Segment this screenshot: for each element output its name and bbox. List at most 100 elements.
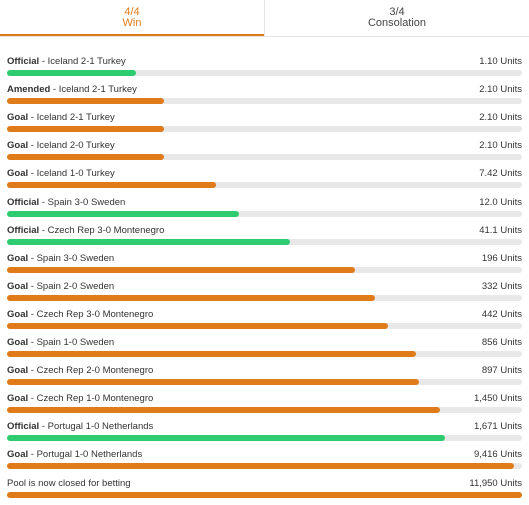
bet-kind: Goal xyxy=(7,252,29,264)
bet-amount: 442 Units xyxy=(481,308,522,320)
progress-fill xyxy=(7,294,376,301)
bet-row-label: Official - Portugal 1-0 Netherlands xyxy=(7,421,153,433)
progress-fill xyxy=(7,210,239,217)
bet-row: Amended - Iceland 2-1 Turkey 2.10 Units xyxy=(7,83,522,111)
bet-row: Goal - Iceland 2-1 Turkey 2.10 Units xyxy=(7,111,522,139)
bet-description: Iceland 2-1 Turkey xyxy=(47,56,126,67)
bet-row-label: Official - Spain 3-0 Sweden xyxy=(7,197,125,209)
bet-row: Pool is now closed for betting 11,950 Uni… xyxy=(7,477,522,505)
progress-fill xyxy=(7,70,136,76)
bet-separator: - xyxy=(28,140,37,152)
bet-row-label: Goal - Iceland 2-0 Turkey xyxy=(7,140,115,152)
bet-kind: Amended xyxy=(7,84,51,96)
bet-row-label: Goal - Czech Rep 3-0 Montenegro xyxy=(7,309,153,321)
progress-track xyxy=(7,266,522,273)
bet-row: Goal - Czech Rep 2-0 Montenegro 897 Units xyxy=(7,364,522,392)
bet-amount: 897 Units xyxy=(481,365,522,377)
bet-row-label: Official - Czech Rep 3-0 Montenegro xyxy=(7,225,164,237)
bet-row: Official - Iceland 2-1 Turkey 1.10 Units xyxy=(7,55,522,83)
tab-consolation-label: Consolation xyxy=(367,17,427,29)
bet-description: Portugal 1-0 Netherlands xyxy=(36,449,143,461)
bet-kind: Goal xyxy=(7,393,29,405)
bet-kind: Official xyxy=(7,196,40,208)
bet-description: Czech Rep 1-0 Montenegro xyxy=(36,393,154,405)
progress-track xyxy=(7,126,522,133)
progress-fill xyxy=(7,238,291,245)
bet-row-label: Goal - Iceland 1-0 Turkey xyxy=(7,168,115,180)
bet-row-label: Amended - Iceland 2-1 Turkey xyxy=(7,84,137,96)
bet-kind: Official xyxy=(7,56,40,67)
bet-row: Goal - Czech Rep 1-0 Montenegro 1,450 Uni… xyxy=(7,392,522,420)
bet-row-label: Goal - Spain 2-0 Sweden xyxy=(7,281,114,293)
bet-amount: 2.10 Units xyxy=(479,84,522,96)
bet-amount: 1,671 Units xyxy=(473,421,522,433)
progress-fill xyxy=(7,351,417,357)
bet-kind: Goal xyxy=(7,449,29,461)
tab-consolation[interactable]: 3/4 Consolation xyxy=(264,0,529,36)
bet-separator: - xyxy=(28,365,37,377)
bet-separator: - xyxy=(39,421,48,433)
bet-kind: Goal xyxy=(7,308,29,320)
bet-row-label: Goal - Spain 1-0 Sweden xyxy=(7,337,114,349)
progress-fill xyxy=(7,379,419,386)
bet-kind: Official xyxy=(7,224,40,236)
bet-kind: Goal xyxy=(7,112,29,124)
bet-separator: - xyxy=(28,337,37,348)
bet-separator: - xyxy=(28,449,37,461)
tab-win-fraction: 4/4 xyxy=(124,6,140,18)
bet-row: Official - Spain 3-0 Sweden 12.0 Units xyxy=(7,196,522,224)
bet-row-label: Goal - Czech Rep 1-0 Montenegro xyxy=(7,393,153,405)
bet-separator: - xyxy=(28,308,37,320)
bet-description: Spain 1-0 Sweden xyxy=(36,337,115,348)
bet-row: Goal - Iceland 2-0 Turkey 2.10 Units xyxy=(7,139,522,167)
bet-separator: - xyxy=(28,393,37,405)
bet-kind: Goal xyxy=(7,337,29,348)
tab-win-label: Win xyxy=(122,17,142,29)
bet-kind: Goal xyxy=(7,280,29,292)
bet-description: Iceland 2-1 Turkey xyxy=(58,84,137,96)
progress-track xyxy=(7,491,522,498)
progress-track xyxy=(7,463,522,470)
progress-fill xyxy=(7,154,165,161)
bet-separator: - xyxy=(39,196,48,208)
progress-track xyxy=(7,70,522,76)
progress-fill xyxy=(7,463,515,470)
bet-kind: Goal xyxy=(7,140,29,152)
bet-row: Goal - Portugal 1-0 Netherlands 9,416 Uni… xyxy=(7,448,522,476)
bet-description: Pool is now closed for betting xyxy=(7,477,131,489)
tab-bar: 4/4 Win 3/4 Consolation xyxy=(0,0,529,37)
progress-track xyxy=(7,210,522,217)
bet-row: Goal - Iceland 1-0 Turkey 7.42 Units xyxy=(7,167,522,195)
bet-description: Czech Rep 2-0 Montenegro xyxy=(36,365,154,377)
bet-amount: 7.42 Units xyxy=(479,168,522,180)
bet-amount: 2.10 Units xyxy=(479,112,522,124)
bet-description: Iceland 2-1 Turkey xyxy=(36,112,115,124)
bet-description: Spain 3-0 Sweden xyxy=(36,252,115,264)
bet-amount: 196 Units xyxy=(481,252,522,264)
bet-row-label: Pool is now closed for betting xyxy=(7,478,131,490)
bet-amount: 2.10 Units xyxy=(479,140,522,152)
bet-separator: - xyxy=(39,56,48,67)
bet-description: Spain 2-0 Sweden xyxy=(36,280,115,292)
bet-amount: 41.1 Units xyxy=(479,224,522,236)
bet-kind: Official xyxy=(7,421,40,433)
progress-fill xyxy=(7,266,355,273)
bet-row-label: Goal - Iceland 2-1 Turkey xyxy=(7,112,115,124)
bet-kind: Goal xyxy=(7,168,29,180)
progress-track xyxy=(7,294,522,301)
bet-separator: - xyxy=(39,224,48,236)
progress-track xyxy=(7,379,522,386)
bet-row-label: Goal - Spain 3-0 Sweden xyxy=(7,253,114,265)
bet-row-label: Goal - Portugal 1-0 Netherlands xyxy=(7,449,142,461)
bet-row: Goal - Spain 2-0 Sweden 332 Units xyxy=(7,280,522,308)
tab-win[interactable]: 4/4 Win xyxy=(0,0,264,36)
bet-amount: 9,416 Units xyxy=(473,449,522,461)
bet-amount: 332 Units xyxy=(481,280,522,292)
bet-row: Official - Czech Rep 3-0 Montenegro 41.1 … xyxy=(7,224,522,252)
progress-track xyxy=(7,351,522,357)
progress-track xyxy=(7,407,522,414)
bet-amount: 1,450 Units xyxy=(473,393,522,405)
bet-row-label: Official - Iceland 2-1 Turkey xyxy=(7,56,126,68)
progress-fill xyxy=(7,126,165,133)
bet-row: Goal - Spain 1-0 Sweden 856 Units xyxy=(7,336,522,364)
